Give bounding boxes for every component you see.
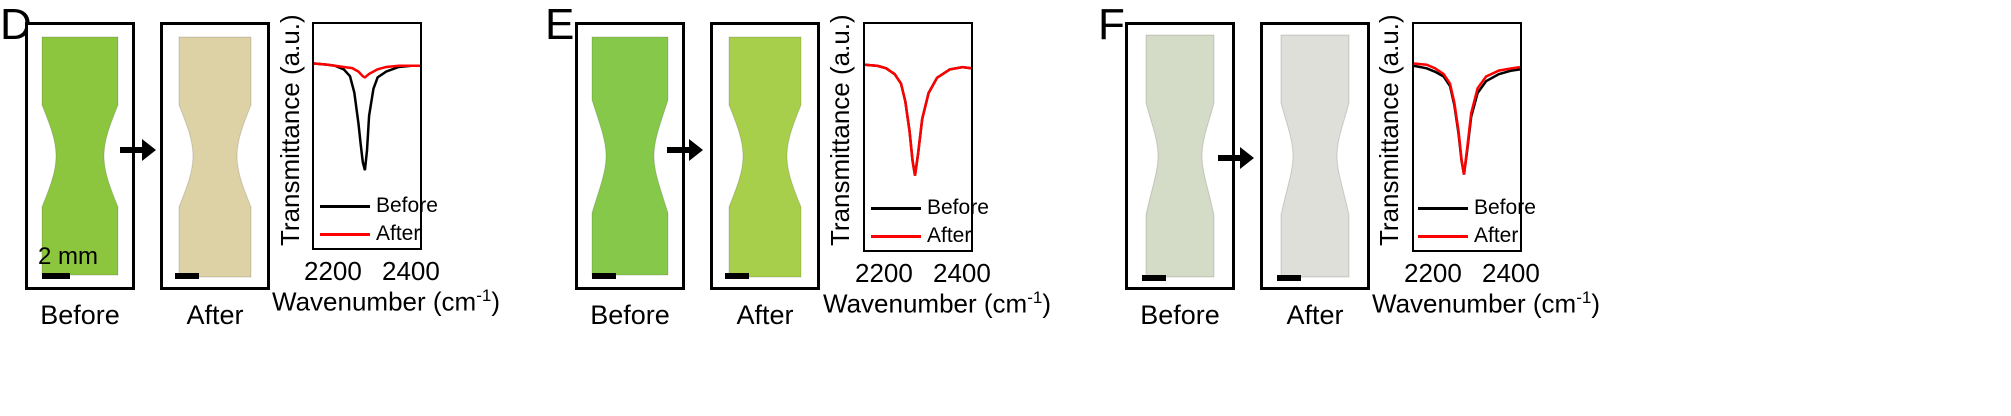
before-specimen-image bbox=[591, 36, 669, 276]
x-tick-label: 2400 bbox=[1482, 258, 1540, 288]
after-label: After bbox=[1286, 300, 1344, 330]
legend-label-before: Before bbox=[927, 196, 989, 219]
x-tick-label: 2400 bbox=[382, 256, 440, 286]
after-specimen-image bbox=[728, 36, 802, 278]
x-axis-label: Wavenumber (cm-1) bbox=[272, 286, 500, 317]
panel-letter: E bbox=[545, 0, 575, 49]
after-specimen-frame bbox=[710, 22, 820, 290]
legend-item-after: After bbox=[1418, 222, 1536, 250]
legend-item-before: Before bbox=[320, 192, 438, 220]
series-line-after bbox=[1414, 62, 1520, 175]
ftir-chart bbox=[1414, 62, 1520, 175]
legend-label-before: Before bbox=[376, 194, 438, 217]
legend-swatch-before bbox=[1418, 206, 1468, 210]
before-specimen-image bbox=[1145, 34, 1215, 278]
legend-label-after: After bbox=[376, 222, 421, 245]
x-axis-label: Wavenumber (cm-1) bbox=[1372, 288, 1600, 319]
panel-letter: F bbox=[1098, 0, 1125, 49]
y-axis-label: Transmittance (a.u.) bbox=[825, 14, 855, 246]
before-specimen-image bbox=[41, 36, 119, 276]
before-specimen-frame bbox=[1125, 22, 1235, 290]
legend-label-after: After bbox=[927, 224, 972, 247]
before-label: Before bbox=[1140, 300, 1220, 330]
legend-swatch-after bbox=[320, 232, 370, 236]
right-arrow-icon bbox=[1218, 147, 1254, 169]
scale-bar bbox=[725, 273, 749, 279]
legend-item-before: Before bbox=[1418, 194, 1536, 222]
ftir-chart bbox=[865, 63, 971, 176]
x-axis-label: Wavenumber (cm-1) bbox=[823, 288, 1051, 319]
x-tick-label: 2200 bbox=[855, 258, 913, 288]
legend-item-before: Before bbox=[871, 194, 989, 222]
before-specimen-frame: 2 mm bbox=[25, 22, 135, 290]
scale-bar-label: 2 mm bbox=[38, 243, 98, 270]
scale-bar bbox=[1142, 275, 1166, 281]
legend-swatch-after bbox=[871, 234, 921, 238]
panel-d: D 2 mm Before After Transmittance (a.u.)… bbox=[0, 0, 680, 416]
scale-bar bbox=[42, 273, 70, 279]
y-axis-label: Transmittance (a.u.) bbox=[275, 14, 305, 246]
before-label: Before bbox=[590, 300, 670, 330]
after-label: After bbox=[186, 300, 244, 330]
ftir-plot-frame: Before After bbox=[312, 22, 438, 250]
after-label: After bbox=[736, 300, 794, 330]
series-line-before bbox=[314, 62, 420, 171]
legend: Before After bbox=[871, 194, 989, 250]
after-specimen-image bbox=[178, 36, 252, 278]
after-specimen-image bbox=[1280, 34, 1350, 278]
scale-bar bbox=[592, 273, 616, 279]
before-specimen-frame bbox=[575, 22, 685, 290]
legend-label-after: After bbox=[1474, 224, 1519, 247]
legend-swatch-before bbox=[320, 204, 370, 208]
legend: Before After bbox=[320, 192, 438, 248]
right-arrow-icon bbox=[120, 139, 156, 161]
ftir-chart bbox=[314, 62, 420, 171]
y-axis-label: Transmittance (a.u.) bbox=[1374, 14, 1404, 246]
after-specimen-frame bbox=[160, 22, 270, 290]
legend: Before After bbox=[1418, 194, 1536, 250]
right-arrow-icon bbox=[667, 139, 703, 161]
legend-item-after: After bbox=[871, 222, 989, 250]
before-label: Before bbox=[40, 300, 120, 330]
panel-e: E Before After Transmittance (a.u.) Befo… bbox=[545, 0, 1225, 416]
legend-label-before: Before bbox=[1474, 196, 1536, 219]
x-tick-label: 2200 bbox=[1404, 258, 1462, 288]
ftir-plot-frame: Before After bbox=[1412, 22, 1536, 252]
after-specimen-frame bbox=[1260, 22, 1370, 290]
legend-swatch-after bbox=[1418, 234, 1468, 238]
legend-swatch-before bbox=[871, 206, 921, 210]
panel-f: F Before After Transmittance (a.u.) Befo… bbox=[1098, 0, 1778, 416]
series-line-after bbox=[314, 62, 420, 79]
legend-item-after: After bbox=[320, 220, 438, 248]
x-tick-label: 2200 bbox=[304, 256, 362, 286]
scale-bar bbox=[1277, 275, 1301, 281]
x-tick-label: 2400 bbox=[933, 258, 991, 288]
scale-bar bbox=[175, 273, 199, 279]
series-line-after bbox=[865, 63, 971, 176]
ftir-plot-frame: Before After bbox=[863, 22, 989, 252]
